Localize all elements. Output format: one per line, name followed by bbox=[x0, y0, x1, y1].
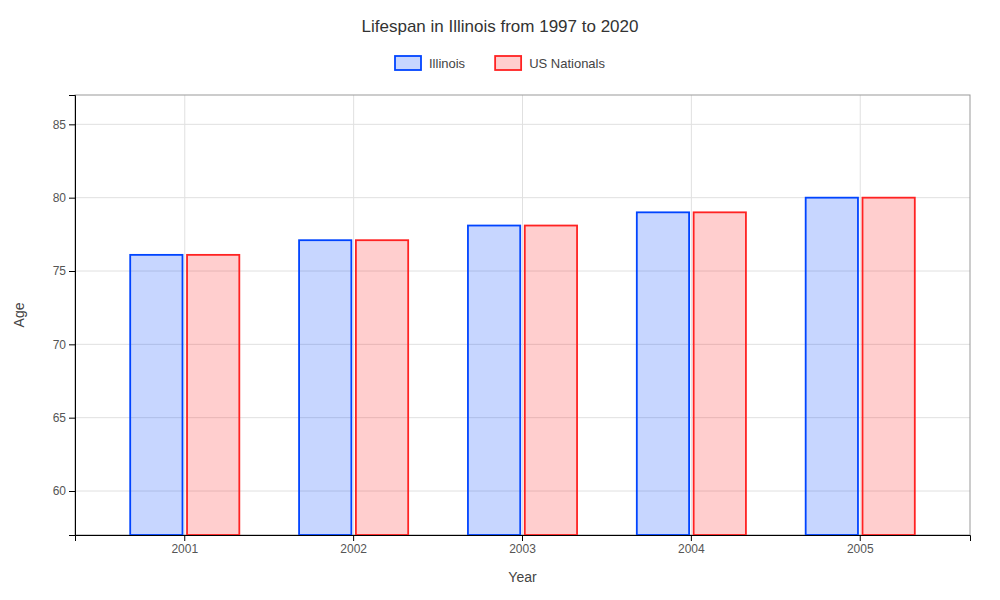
chart: 60 65 70 75 80 85 2001 2002 2003 2004 2005 Year Age L… bbox=[0, 0, 1000, 600]
x-axis: 2001 2002 2003 2004 2005 bbox=[76, 535, 971, 556]
y-axis-title: Age bbox=[11, 302, 27, 327]
x-tick-mark bbox=[691, 535, 692, 541]
bar bbox=[187, 255, 239, 535]
x-axis-line bbox=[76, 536, 971, 542]
title: Lifespan in Illinois from 1997 to 2020 bbox=[362, 17, 639, 36]
y-tick: 85 bbox=[53, 118, 75, 132]
bar bbox=[694, 212, 746, 535]
bar bbox=[356, 240, 408, 535]
x-tick-label: 2005 bbox=[847, 542, 874, 556]
x-tick-label: 2003 bbox=[509, 542, 536, 556]
y-tick-label: 60 bbox=[53, 484, 67, 498]
x-tick-mark bbox=[353, 535, 354, 541]
x-tick: 2003 bbox=[509, 535, 536, 556]
legend-item: Illinois bbox=[395, 56, 466, 71]
grid-line-x bbox=[522, 95, 523, 535]
x-tick-mark bbox=[522, 535, 523, 541]
x-tick: 2001 bbox=[171, 535, 198, 556]
series-bars bbox=[187, 198, 915, 535]
legend-label: US Nationals bbox=[529, 56, 605, 71]
legend-label: Illinois bbox=[429, 56, 466, 71]
x-tick-mark bbox=[184, 535, 185, 541]
legend: Illinois US Nationals bbox=[395, 56, 605, 71]
y-tick-label: 65 bbox=[53, 411, 67, 425]
legend-swatch bbox=[495, 56, 521, 70]
y-tick: 65 bbox=[53, 411, 75, 425]
series-bars bbox=[130, 198, 858, 535]
grid-line-x bbox=[860, 95, 861, 535]
x-tick-label: 2004 bbox=[678, 542, 705, 556]
bar bbox=[863, 198, 915, 535]
y-tick-label: 80 bbox=[53, 191, 67, 205]
y-tick: 70 bbox=[53, 338, 75, 352]
x-tick: 2002 bbox=[340, 535, 367, 556]
y-tick-mark bbox=[69, 198, 75, 199]
bar bbox=[130, 255, 182, 535]
y-tick-label: 70 bbox=[53, 338, 67, 352]
bar bbox=[806, 198, 858, 535]
x-tick: 2004 bbox=[678, 535, 705, 556]
y-axis-line bbox=[69, 96, 76, 536]
y-tick-label: 75 bbox=[53, 264, 67, 278]
legend-swatch bbox=[395, 56, 421, 70]
y-tick-label: 85 bbox=[53, 118, 67, 132]
x-tick-mark bbox=[860, 535, 861, 541]
bar bbox=[468, 226, 520, 535]
y-tick-mark bbox=[69, 491, 75, 492]
x-tick: 2005 bbox=[847, 535, 874, 556]
x-tick-label: 2002 bbox=[340, 542, 367, 556]
y-tick-mark bbox=[69, 418, 75, 419]
plot: 60 65 70 75 80 85 2001 2002 2003 2004 2005 bbox=[53, 95, 971, 556]
y-tick: 60 bbox=[53, 484, 75, 498]
bars bbox=[130, 198, 915, 535]
x-axis-title: Year bbox=[508, 569, 537, 585]
plot-frame bbox=[75, 95, 970, 535]
y-tick-mark bbox=[69, 344, 75, 345]
bar bbox=[525, 226, 577, 535]
grid-line-x bbox=[184, 95, 185, 535]
y-axis: 60 65 70 75 80 85 bbox=[53, 96, 76, 536]
y-tick: 80 bbox=[53, 191, 75, 205]
grid-line-x bbox=[691, 95, 692, 535]
x-tick-label: 2001 bbox=[171, 542, 198, 556]
bar bbox=[299, 240, 351, 535]
y-tick-mark bbox=[69, 124, 75, 125]
y-tick: 75 bbox=[53, 264, 75, 278]
grid bbox=[75, 95, 970, 535]
bar bbox=[637, 212, 689, 535]
y-tick-mark bbox=[69, 271, 75, 272]
legend-item: US Nationals bbox=[495, 56, 605, 71]
grid-line-x bbox=[353, 95, 354, 535]
